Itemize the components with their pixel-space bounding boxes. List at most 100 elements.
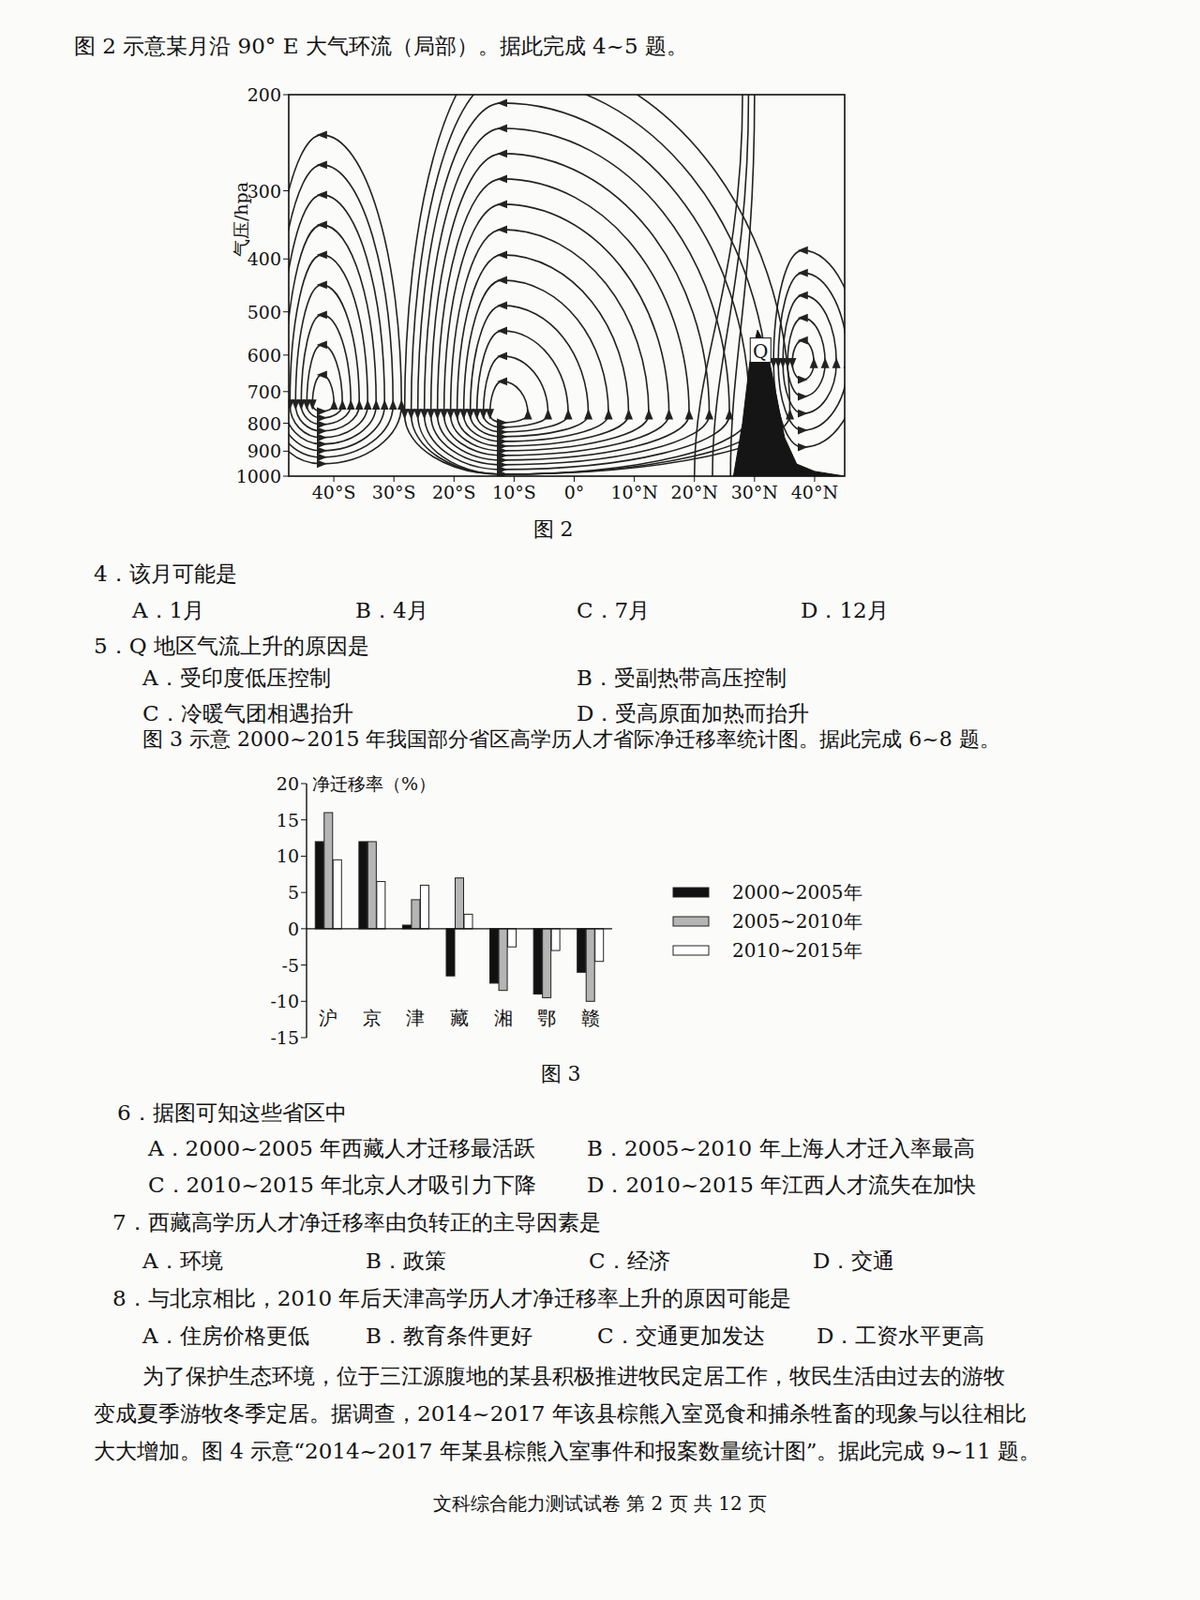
category-label: 赣 bbox=[581, 1006, 600, 1030]
tick-label: 20°N bbox=[671, 481, 719, 503]
option: C．交通更加发达 bbox=[597, 1323, 765, 1349]
streamline bbox=[312, 375, 334, 412]
tick-label: -10 bbox=[270, 990, 300, 1012]
category-label: 藏 bbox=[450, 1006, 469, 1030]
paragraph: 大大增加。图 4 示意“2014~2017 年某县棕熊入室事件和报案数量统计图”… bbox=[93, 1439, 1041, 1464]
streamline bbox=[444, 204, 670, 456]
tick-label: 10°S bbox=[492, 481, 537, 503]
category-label: 湘 bbox=[494, 1006, 513, 1030]
tick-label: -5 bbox=[281, 955, 300, 976]
streamline bbox=[288, 225, 376, 445]
tick bbox=[283, 450, 289, 452]
streamline bbox=[792, 340, 814, 380]
tick bbox=[283, 390, 289, 392]
question-stem: 4．该月可能是 bbox=[93, 561, 238, 586]
tick-label: 5 bbox=[287, 882, 300, 903]
bar bbox=[585, 929, 595, 1002]
bar bbox=[551, 929, 560, 951]
option: C．7月 bbox=[576, 598, 650, 623]
streamline bbox=[694, 94, 743, 477]
tick-label: 40°S bbox=[312, 481, 357, 503]
tick-label: 10°N bbox=[610, 481, 658, 503]
streamline bbox=[288, 165, 393, 458]
tick-label: 10 bbox=[276, 845, 300, 867]
bar bbox=[533, 929, 542, 995]
tick-label: 0° bbox=[564, 481, 585, 503]
tick bbox=[300, 964, 307, 966]
bar bbox=[376, 882, 386, 930]
tick-label: 800 bbox=[247, 413, 282, 435]
legend-label: 2010~2015年 bbox=[732, 939, 863, 962]
legend-swatch bbox=[673, 945, 709, 956]
streamline bbox=[787, 317, 825, 397]
streamline bbox=[424, 128, 731, 470]
option: C．2010~2015 年北京人才吸引力下降 bbox=[148, 1172, 537, 1198]
option: A．2000~2005 年西藏人才迁移最活跃 bbox=[147, 1136, 536, 1161]
option: A．1月 bbox=[131, 598, 205, 623]
streamline bbox=[464, 280, 610, 442]
bars bbox=[315, 812, 603, 1002]
bar bbox=[595, 929, 604, 962]
legend-label: 2005~2010年 bbox=[732, 910, 863, 933]
axis-title: 净迁移率（%） bbox=[312, 773, 436, 795]
tick bbox=[300, 1037, 307, 1039]
option: A．住房价格更低 bbox=[141, 1323, 310, 1349]
streamline bbox=[773, 250, 845, 448]
bar bbox=[464, 914, 473, 929]
tick-label: 0 bbox=[287, 918, 300, 940]
axis-title: 气压/hpa bbox=[230, 181, 252, 257]
tick-label: 500 bbox=[247, 301, 282, 323]
option: B．政策 bbox=[365, 1248, 447, 1274]
tick-label: 15 bbox=[276, 810, 300, 831]
bar bbox=[359, 841, 368, 930]
question-stem: 6．据图可知这些省区中 bbox=[117, 1100, 347, 1125]
streamline bbox=[450, 229, 650, 451]
bar bbox=[490, 929, 499, 984]
question-stem: 7．西藏高学历人才净迁移率由负转正的主导因素是 bbox=[112, 1210, 601, 1235]
tick-label: 200 bbox=[247, 84, 282, 105]
tick bbox=[283, 476, 289, 478]
option: D．2010~2015 年江西人才流失在加快 bbox=[586, 1172, 976, 1198]
tick-label: 40°N bbox=[791, 481, 839, 503]
tick bbox=[283, 311, 289, 313]
question-stem: 8．与北京相比，2010 年后天津高学历人才净迁移率上升的原因可能是 bbox=[112, 1286, 792, 1311]
bar bbox=[411, 900, 420, 930]
option: D．12月 bbox=[800, 598, 889, 623]
streamline bbox=[457, 255, 630, 447]
caption: 图 2 bbox=[533, 517, 574, 541]
streamline bbox=[288, 195, 385, 451]
streamline bbox=[300, 315, 351, 425]
paragraph: 变成夏季游牧冬季定居。据调查，2014~2017 年该县棕熊入室觅食和捕杀牲畜的… bbox=[93, 1401, 1027, 1426]
streamline bbox=[470, 305, 589, 437]
bar bbox=[542, 929, 552, 999]
option: D．交通 bbox=[812, 1248, 895, 1274]
bar bbox=[498, 929, 508, 991]
paragraph: 图 3 示意 2000~2015 年我国部分省区高学历人才省际净迁移率统计图。据… bbox=[142, 727, 1001, 751]
tick bbox=[283, 422, 289, 424]
category-label: 鄂 bbox=[537, 1006, 556, 1030]
page-svg: 图 2 示意某月沿 90° E 大气环流（局部）。据此完成 4~5 题。Q200… bbox=[0, 0, 1200, 1600]
tick bbox=[300, 819, 307, 821]
streamline bbox=[477, 330, 570, 433]
q-box bbox=[750, 338, 771, 363]
option: C．冷暖气团相遇抬升 bbox=[142, 701, 354, 726]
streamline bbox=[437, 179, 690, 461]
tick-label: 900 bbox=[247, 440, 282, 462]
tick bbox=[300, 1001, 307, 1003]
bar bbox=[446, 929, 455, 976]
q-label: Q bbox=[752, 340, 768, 363]
streamline bbox=[306, 345, 343, 419]
streamline bbox=[418, 103, 750, 475]
tick bbox=[283, 94, 289, 96]
footer: 文科综合能力测试试卷 第 2 页 共 12 页 bbox=[433, 1492, 767, 1515]
bar bbox=[420, 885, 429, 929]
legend-swatch bbox=[673, 887, 709, 898]
option: A．环境 bbox=[141, 1248, 224, 1274]
tick-label: 400 bbox=[247, 248, 282, 270]
bar bbox=[455, 878, 465, 930]
option: D．受高原面加热而抬升 bbox=[576, 701, 810, 726]
bar bbox=[324, 812, 333, 930]
caption: 图 3 bbox=[540, 1062, 582, 1086]
option: B．2005~2010 年上海人才迁入率最高 bbox=[586, 1136, 975, 1161]
streamline bbox=[289, 255, 368, 438]
